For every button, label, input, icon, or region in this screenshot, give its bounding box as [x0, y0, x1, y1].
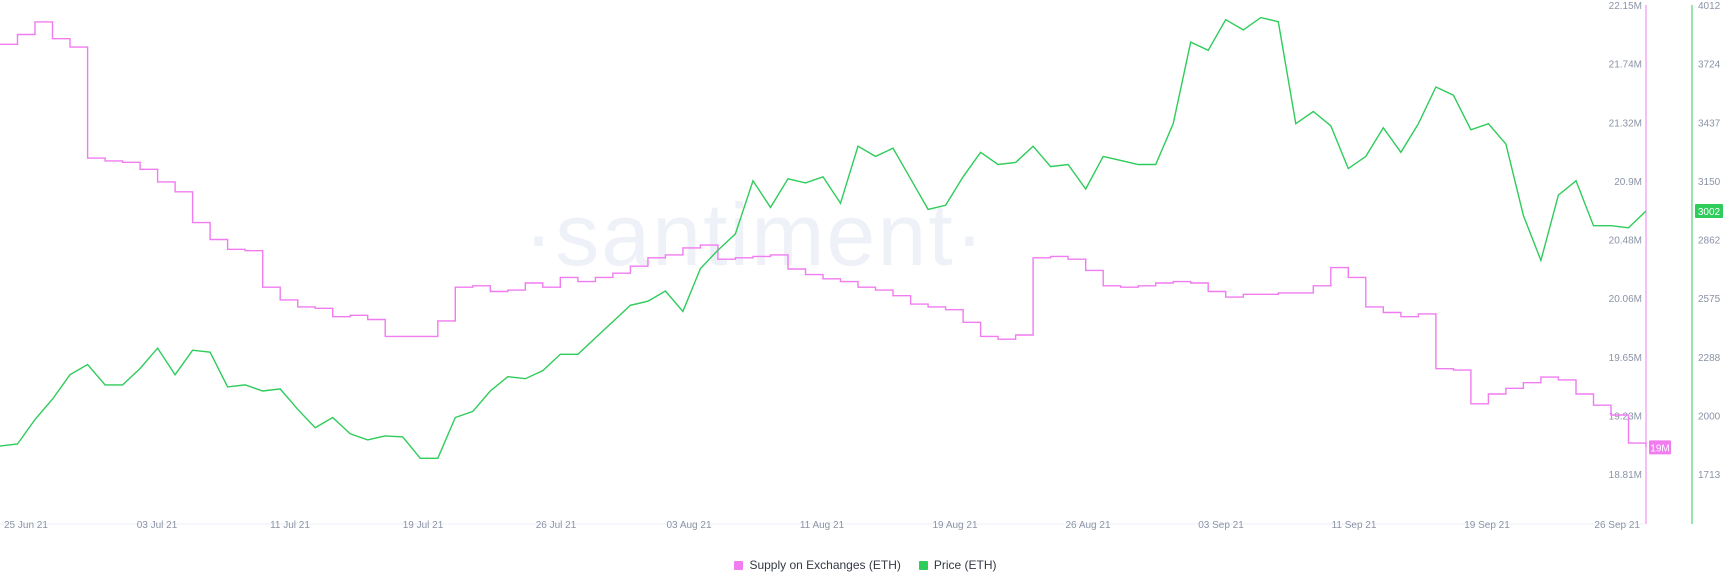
price-axis-ticks: 4012 3724 3437 3150 2862 2575 2288 2000 1713 — [1698, 1, 1721, 481]
supply-tick-label: 21.32M — [1609, 118, 1642, 129]
supply-series-line — [0, 21, 1647, 448]
x-tick-label: 19 Aug 21 — [932, 520, 977, 531]
supply-tick-label: 22.15M — [1609, 1, 1642, 12]
legend-label-price: Price (ETH) — [933, 558, 997, 572]
x-tick-label: 19 Jul 21 — [403, 520, 444, 531]
price-series-line — [0, 16, 1647, 459]
supply-tick-label: 20.9M — [1614, 177, 1642, 188]
price-tick-label: 3437 — [1698, 118, 1721, 129]
x-tick-label: 26 Jul 21 — [536, 520, 577, 531]
supply-tick-label: 19.23M — [1609, 411, 1642, 422]
chart-legend: Supply on Exchanges (ETH) Price (ETH) — [0, 555, 1731, 575]
supply-current-badge: 19M — [1649, 440, 1671, 455]
legend-swatch-price — [918, 560, 928, 570]
price-tick-label: 3150 — [1698, 177, 1721, 188]
price-tick-label: 4012 — [1698, 1, 1721, 12]
x-tick-label: 11 Aug 21 — [800, 520, 845, 531]
supply-current-value: 19M — [1650, 443, 1669, 454]
x-tick-label: 03 Sep 21 — [1198, 520, 1244, 531]
price-tick-label: 2288 — [1698, 353, 1721, 364]
x-tick-label: 25 Jun 21 — [4, 520, 48, 531]
price-tick-label: 1713 — [1698, 470, 1721, 481]
santiment-watermark: ·santiment· — [524, 185, 986, 284]
legend-swatch-supply — [734, 560, 744, 570]
x-tick-label: 26 Aug 21 — [1065, 520, 1110, 531]
x-tick-label: 11 Jul 21 — [270, 520, 310, 531]
supply-axis-ticks: 22.15M 21.74M 21.32M 20.9M 20.48M 20.06M 19.65… — [1609, 1, 1642, 481]
supply-tick-label: 18.81M — [1609, 470, 1642, 481]
price-current-value: 3002 — [1698, 207, 1721, 218]
price-tick-label: 3724 — [1698, 60, 1721, 71]
supply-tick-label: 20.48M — [1609, 236, 1642, 247]
x-tick-label: 11 Sep 21 — [1332, 520, 1377, 531]
x-tick-label: 19 Sep 21 — [1464, 520, 1510, 531]
supply-current-badge-bg — [1649, 440, 1671, 455]
price-current-badge-bg — [1695, 204, 1723, 219]
supply-tick-label: 19.65M — [1609, 353, 1642, 364]
price-current-badge: 3002 — [1695, 204, 1723, 219]
price-tick-label: 2575 — [1698, 294, 1721, 305]
x-tick-label: 03 Aug 21 — [666, 520, 711, 531]
price-tick-label: 2862 — [1698, 236, 1721, 247]
x-tick-label: 26 Sep 21 — [1594, 520, 1640, 531]
legend-label-supply: Supply on Exchanges (ETH) — [749, 558, 901, 572]
supply-tick-label: 21.74M — [1609, 60, 1642, 71]
price-tick-label: 2000 — [1698, 411, 1721, 422]
supply-tick-label: 20.06M — [1609, 294, 1642, 305]
x-tick-label: 03 Jul 21 — [137, 520, 178, 531]
legend-item-price[interactable]: Price (ETH) — [918, 558, 997, 572]
legend-item-supply[interactable]: Supply on Exchanges (ETH) — [734, 558, 901, 572]
x-axis-ticks: 25 Jun 21 03 Jul 21 11 Jul 21 19 Jul 21 26 J… — [4, 520, 1640, 531]
